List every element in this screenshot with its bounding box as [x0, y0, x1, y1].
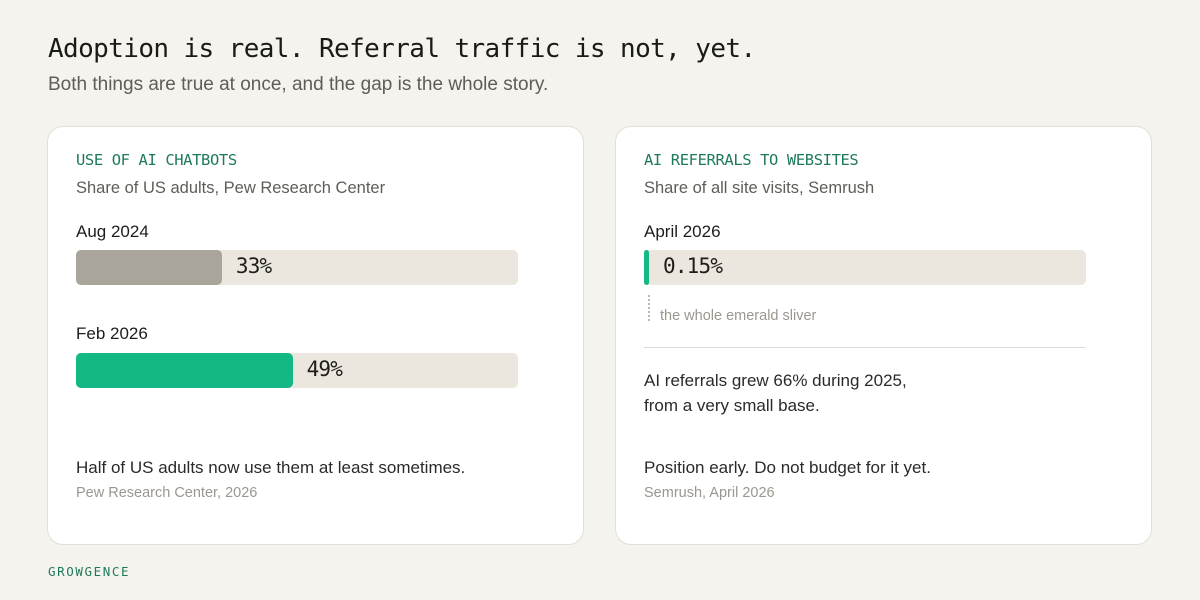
bar-label: April 2026 [644, 222, 721, 241]
growth-note-line: from a very small base. [644, 396, 820, 415]
card-kicker: AI REFERRALS TO WEBSITES [644, 151, 859, 169]
card-citation: Pew Research Center, 2026 [76, 485, 258, 501]
growth-note: AI referrals grew 66% during 2025, from … [644, 368, 1084, 418]
sliver-pointer-line [648, 295, 650, 321]
bar-value-label: 0.15% [663, 254, 723, 278]
bar-track: 49% [76, 353, 518, 388]
bar-value-label: 33% [235, 254, 272, 278]
ai-referrals-card: AI REFERRALS TO WEBSITES Share of all si… [615, 126, 1152, 545]
card-source: Share of all site visits, Semrush [644, 179, 875, 197]
bar-value-label: 49% [306, 357, 343, 381]
bar [76, 353, 293, 388]
page-title: Adoption is real. Referral traffic is no… [48, 34, 756, 64]
bar [76, 250, 222, 285]
chatbot-use-card: USE OF AI CHATBOTS Share of US adults, P… [47, 126, 584, 545]
growth-note-line: AI referrals grew 66% during 2025, [644, 371, 907, 390]
bar-track: 0.15% [644, 250, 1086, 285]
bar-track: 33% [76, 250, 518, 285]
bar-label: Feb 2026 [76, 324, 148, 343]
card-takeaway: Position early. Do not budget for it yet… [644, 458, 931, 477]
divider [644, 347, 1086, 348]
card-kicker: USE OF AI CHATBOTS [76, 151, 237, 169]
bar [644, 250, 649, 285]
card-takeaway: Half of US adults now use them at least … [76, 458, 466, 477]
brand-logo: GROWGENCE [48, 564, 131, 579]
card-citation: Semrush, April 2026 [644, 485, 775, 501]
page-subtitle: Both things are true at once, and the ga… [48, 74, 549, 95]
sliver-annotation: the whole emerald sliver [660, 308, 817, 324]
bar-label: Aug 2024 [76, 222, 149, 241]
card-source: Share of US adults, Pew Research Center [76, 179, 386, 197]
